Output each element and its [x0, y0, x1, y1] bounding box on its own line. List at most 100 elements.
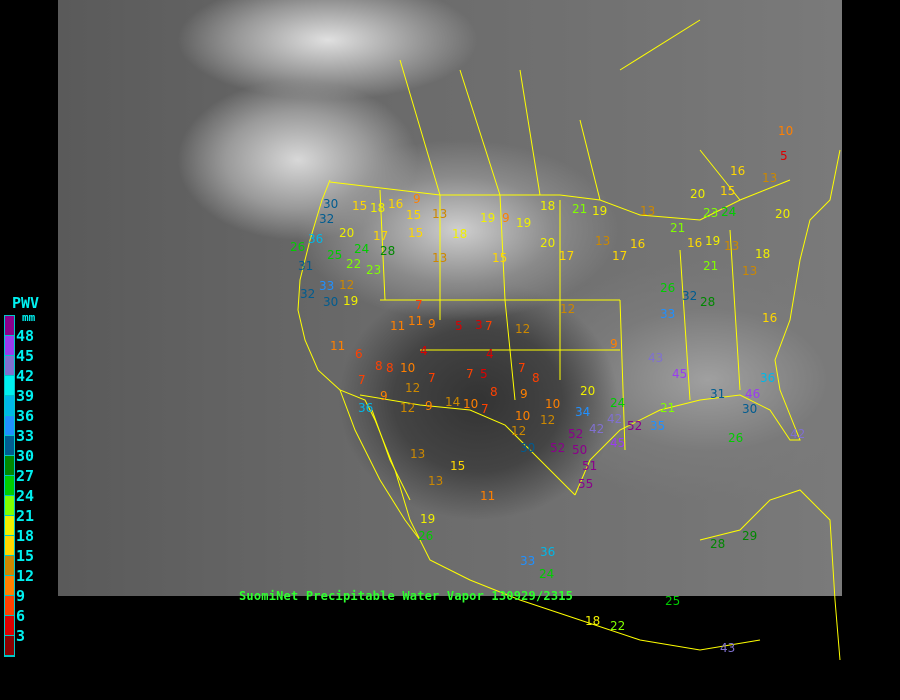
station-pwv-label: 18: [755, 247, 770, 261]
legend-label: 3: [16, 627, 26, 645]
station-pwv-label: 31: [298, 259, 313, 273]
station-pwv-label: 5: [455, 319, 463, 333]
station-pwv-label: 32: [682, 289, 697, 303]
station-pwv-label: 13: [724, 239, 739, 253]
station-pwv-label: 17: [612, 249, 627, 263]
legend-swatch: [5, 516, 14, 536]
pwv-color-scale: [4, 315, 15, 657]
station-pwv-label: 18: [540, 199, 555, 213]
legend-title: PWV: [12, 294, 40, 312]
station-pwv-label: 16: [762, 311, 777, 325]
station-pwv-label: 23: [703, 206, 718, 220]
canada-provinces: [399, 19, 741, 201]
station-pwv-label: 19: [516, 216, 531, 230]
station-pwv-label: 9: [502, 211, 510, 225]
station-pwv-label: 20: [580, 384, 595, 398]
station-pwv-label: 8: [490, 385, 498, 399]
station-pwv-label: 13: [762, 171, 777, 185]
station-pwv-label: 11: [390, 319, 405, 333]
station-pwv-label: 9: [380, 389, 388, 403]
station-pwv-label: 13: [432, 207, 447, 221]
legend-swatch: [5, 636, 14, 656]
station-pwv-label: 18: [452, 227, 467, 241]
station-pwv-label: 42: [607, 412, 622, 426]
station-pwv-label: 4: [486, 347, 494, 361]
station-pwv-label: 11: [480, 489, 495, 503]
station-pwv-label: 12: [540, 413, 555, 427]
station-pwv-label: 5: [780, 149, 788, 163]
station-pwv-label: 24: [539, 567, 554, 581]
station-pwv-label: 7: [466, 367, 474, 381]
station-pwv-label: 52: [627, 419, 642, 433]
legend-label: 15: [16, 547, 35, 565]
station-pwv-label: 16: [388, 197, 403, 211]
legend-label: 21: [16, 507, 35, 525]
legend-swatch: [5, 336, 14, 356]
station-pwv-label: 55: [578, 477, 593, 491]
station-pwv-label: 9: [413, 192, 421, 206]
station-pwv-label: 15: [352, 199, 367, 213]
station-pwv-label: 13: [410, 447, 425, 461]
station-pwv-label: 21: [703, 259, 718, 273]
station-pwv-label: 45: [610, 436, 625, 450]
station-pwv-label: 45: [672, 367, 687, 381]
legend-label: 36: [16, 407, 35, 425]
station-pwv-label: 10: [515, 409, 530, 423]
baja-peninsula: [339, 389, 421, 541]
station-pwv-label: 24: [721, 205, 736, 219]
station-pwv-label: 33: [520, 554, 535, 568]
station-pwv-label: 13: [428, 474, 443, 488]
us-mexico-border: [359, 394, 576, 496]
station-pwv-label: 8: [532, 371, 540, 385]
station-pwv-label: 12: [511, 424, 526, 438]
station-pwv-label: 33: [319, 279, 334, 293]
legend-label: 18: [16, 527, 35, 545]
gulf-coastline: [574, 149, 841, 496]
legend-swatch: [5, 556, 14, 576]
station-pwv-label: 30: [323, 197, 338, 211]
state-lines: [379, 189, 741, 451]
station-pwv-label: 50: [572, 443, 587, 457]
station-pwv-label: 13: [742, 264, 757, 278]
station-pwv-label: 30: [323, 295, 338, 309]
station-pwv-label: 7: [358, 373, 366, 387]
station-pwv-label: 20: [775, 207, 790, 221]
legend-swatch: [5, 416, 14, 436]
station-pwv-label: 15: [408, 226, 423, 240]
station-pwv-label: 15: [492, 251, 507, 265]
station-pwv-label: 34: [575, 405, 590, 419]
station-pwv-label: 7: [518, 361, 526, 375]
legend-swatch: [5, 596, 14, 616]
station-pwv-label: 26: [290, 240, 305, 254]
station-pwv-label: 21: [670, 221, 685, 235]
central-america: [699, 489, 841, 661]
station-pwv-label: 9: [425, 399, 433, 413]
station-pwv-label: 11: [330, 339, 345, 353]
station-pwv-label: 32: [300, 287, 315, 301]
station-pwv-label: 13: [432, 251, 447, 265]
station-pwv-label: 28: [700, 295, 715, 309]
legend-label: 30: [16, 447, 35, 465]
station-pwv-label: 7: [485, 319, 493, 333]
station-pwv-label: 28: [380, 244, 395, 258]
station-pwv-label: 20: [339, 226, 354, 240]
station-pwv-label: 7: [428, 371, 436, 385]
station-pwv-label: 11: [408, 314, 423, 328]
station-pwv-label: 32: [319, 212, 334, 226]
station-pwv-label: 12: [339, 278, 354, 292]
station-pwv-label: 16: [687, 236, 702, 250]
station-pwv-label: 31: [710, 387, 725, 401]
station-pwv-label: 30: [520, 441, 535, 455]
station-pwv-label: 7: [481, 402, 489, 416]
station-pwv-label: 10: [400, 361, 415, 375]
legend-label: 9: [16, 587, 26, 605]
station-pwv-label: 16: [630, 237, 645, 251]
station-pwv-label: 36: [308, 232, 323, 246]
station-pwv-label: 13: [595, 234, 610, 248]
station-pwv-label: 24: [354, 242, 369, 256]
legend-swatch: [5, 396, 14, 416]
station-pwv-label: 30: [742, 402, 757, 416]
station-pwv-label: 8: [375, 359, 383, 373]
